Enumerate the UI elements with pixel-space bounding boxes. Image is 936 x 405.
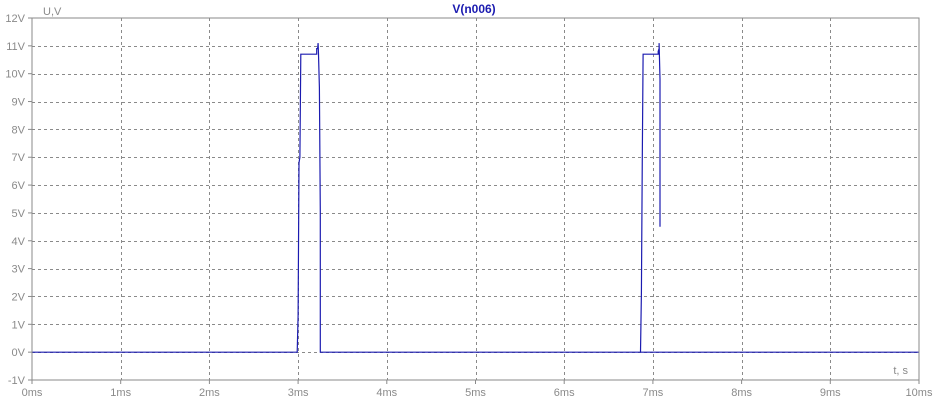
x-tick-label: 7ms [643,387,664,399]
y-tick-label: 7V [12,152,26,164]
y-tick-label: 2V [12,291,26,303]
x-tick-label: 9ms [820,387,841,399]
x-tick-label: 0ms [22,387,43,399]
x-tick-label: 10ms [906,387,933,399]
x-axis-label: t, s [893,365,908,377]
y-tick-label: 8V [12,124,26,136]
x-tick-label: 1ms [110,387,131,399]
x-tick-label: 4ms [376,387,397,399]
x-tick-label: 5ms [465,387,486,399]
y-tick-label: 10V [5,69,25,81]
y-tick-label: 6V [12,180,26,192]
y-axis-label: U,V [43,6,62,18]
y-tick-label: -1V [8,375,26,387]
x-tick-label: 8ms [731,387,752,399]
y-tick-label: 1V [12,319,26,331]
y-tick-label: 0V [12,347,26,359]
y-tick-label: 5V [12,208,26,220]
y-tick-label: 11V [6,41,25,53]
x-tick-label: 2ms [199,387,220,399]
y-tick-label: 4V [12,236,26,248]
y-tick-label: 12V [5,13,25,25]
chart-title[interactable]: V(n006) [452,2,495,16]
x-tick-label: 3ms [288,387,309,399]
y-tick-label: 9V [12,97,26,109]
y-tick-label: 3V [12,264,26,276]
x-tick-label: 6ms [554,387,575,399]
